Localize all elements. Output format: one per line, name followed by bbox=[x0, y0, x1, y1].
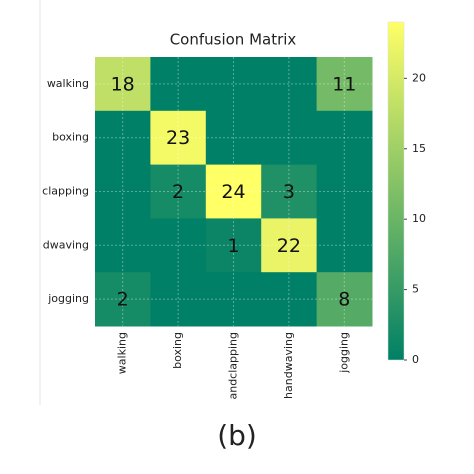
y-tick-label: clapping bbox=[42, 185, 89, 198]
cell bbox=[150, 164, 207, 219]
cell-label: 24 bbox=[221, 181, 245, 203]
cell bbox=[205, 272, 262, 327]
x-tick-label: andclapping bbox=[227, 332, 240, 400]
cell-label: 18 bbox=[111, 73, 135, 95]
chart-title: Confusion Matrix bbox=[170, 31, 297, 49]
y-tick-label: boxing bbox=[52, 131, 89, 144]
x-tick-label: boxing bbox=[171, 332, 184, 369]
cell-label: 22 bbox=[277, 235, 301, 257]
cell bbox=[205, 57, 262, 112]
cell-label: 3 bbox=[283, 181, 295, 203]
colorbar-tick-label: 5 bbox=[412, 283, 419, 296]
cell bbox=[150, 110, 207, 166]
cell bbox=[95, 57, 151, 112]
cell bbox=[261, 57, 318, 112]
colorbar-tick-label: 10 bbox=[412, 212, 426, 225]
cell-label: 23 bbox=[166, 127, 190, 149]
cell-label: 1 bbox=[227, 235, 239, 257]
cell bbox=[316, 272, 373, 327]
cell bbox=[150, 218, 207, 273]
cell bbox=[261, 218, 318, 273]
cell-label: 8 bbox=[338, 289, 350, 311]
cell bbox=[316, 218, 373, 273]
cell bbox=[95, 164, 151, 219]
cell-label: 2 bbox=[172, 181, 184, 203]
y-tick-label: dwaving bbox=[43, 238, 89, 251]
cell-label: 11 bbox=[332, 73, 356, 95]
x-tick-label: walking bbox=[116, 332, 129, 374]
cell bbox=[150, 57, 207, 112]
cell bbox=[150, 272, 207, 327]
cell bbox=[95, 110, 151, 166]
colorbar-tick-label: 20 bbox=[412, 71, 426, 84]
colorbar bbox=[387, 21, 405, 361]
x-tick-label: handwaving bbox=[282, 332, 295, 399]
x-tick-label: jogging bbox=[337, 332, 350, 374]
cell bbox=[205, 164, 262, 219]
cell bbox=[316, 110, 373, 166]
cell bbox=[95, 218, 151, 273]
colorbar-tick-label: 15 bbox=[412, 142, 426, 155]
cell bbox=[316, 57, 373, 112]
cell bbox=[261, 164, 318, 219]
cell-label: 2 bbox=[117, 289, 129, 311]
cell bbox=[261, 110, 318, 166]
y-tick-label: walking bbox=[47, 77, 89, 90]
cell bbox=[261, 272, 318, 327]
caption: (b) bbox=[217, 419, 257, 452]
y-tick-label: jogging bbox=[47, 292, 89, 305]
cell bbox=[205, 218, 262, 273]
colorbar-tick-label: 0 bbox=[412, 353, 419, 366]
cell bbox=[316, 164, 373, 219]
cell bbox=[95, 272, 151, 327]
cell bbox=[205, 110, 262, 166]
